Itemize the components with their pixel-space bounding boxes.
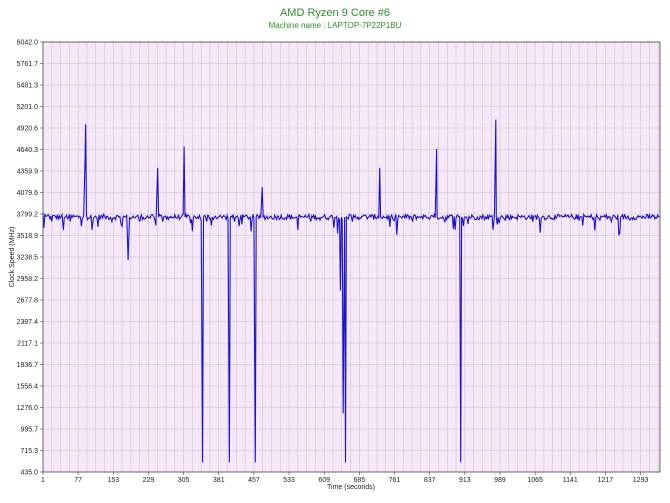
x-tick-label: 1 <box>41 477 45 484</box>
y-tick-label: 2397.4 <box>17 319 39 326</box>
chart-subtitle: Machine name : LAPTOP-7P22P1BU <box>269 21 402 30</box>
x-axis-label: Time (seconds) <box>327 484 375 491</box>
y-tick-label: 4920.6 <box>17 126 39 133</box>
y-tick-label: 3799.2 <box>17 212 39 219</box>
y-tick-label: 3238.5 <box>17 255 39 262</box>
y-tick-label: 4640.3 <box>17 147 39 154</box>
y-tick-label: 715.3 <box>20 448 38 455</box>
x-tick-label: 305 <box>178 477 190 484</box>
x-tick-label: 381 <box>213 477 225 484</box>
y-tick-label: 6042.0 <box>17 40 39 47</box>
chart-title: AMD Ryzen 9 Core #6 <box>280 7 390 19</box>
y-tick-label: 5481.3 <box>17 83 39 90</box>
x-tick-label: 457 <box>248 477 260 484</box>
x-tick-label: 913 <box>459 477 471 484</box>
x-tick-label: 153 <box>107 477 119 484</box>
y-tick-label: 1276.0 <box>17 405 39 412</box>
x-tick-label: 229 <box>143 477 155 484</box>
x-tick-label: 761 <box>389 477 401 484</box>
y-tick-label: 1836.7 <box>17 362 39 369</box>
y-tick-label: 5761.7 <box>17 61 39 68</box>
y-tick-label: 435.0 <box>20 470 38 477</box>
x-tick-label: 1293 <box>633 477 649 484</box>
x-tick-label: 609 <box>318 477 330 484</box>
y-tick-label: 2677.8 <box>17 298 39 305</box>
y-axis-ticks: 6042.0 5761.7 5481.3 5201.0 4920.6 4640.3 4359… <box>17 40 43 477</box>
x-tick-label: 1217 <box>598 477 614 484</box>
x-tick-label: 685 <box>354 477 366 484</box>
x-tick-label: 837 <box>424 477 436 484</box>
y-tick-label: 3518.9 <box>17 233 39 240</box>
y-tick-label: 995.7 <box>20 427 38 434</box>
x-tick-label: 77 <box>74 477 82 484</box>
x-tick-label: 1065 <box>527 477 543 484</box>
series-group <box>42 119 661 463</box>
y-tick-label: 5201.0 <box>17 104 39 111</box>
y-axis-label: Clock Speed (MHz) <box>9 227 16 288</box>
x-axis-ticks: 1 77 153 229 305 381 457 533 609 685 761 837 913 989 1… <box>41 472 648 484</box>
x-tick-label: 533 <box>283 477 295 484</box>
y-tick-label: 4079.6 <box>17 190 39 197</box>
plot-border <box>42 41 661 473</box>
clock-speed-series-line <box>42 119 661 463</box>
y-tick-label: 4359.9 <box>17 169 39 176</box>
y-tick-label: 2958.2 <box>17 276 39 283</box>
y-tick-label: 1556.4 <box>17 384 39 391</box>
x-tick-label: 989 <box>494 477 506 484</box>
x-tick-label: 1141 <box>563 477 578 484</box>
horizontal-gridlines <box>43 41 660 473</box>
y-tick-label: 2117.1 <box>17 341 38 348</box>
